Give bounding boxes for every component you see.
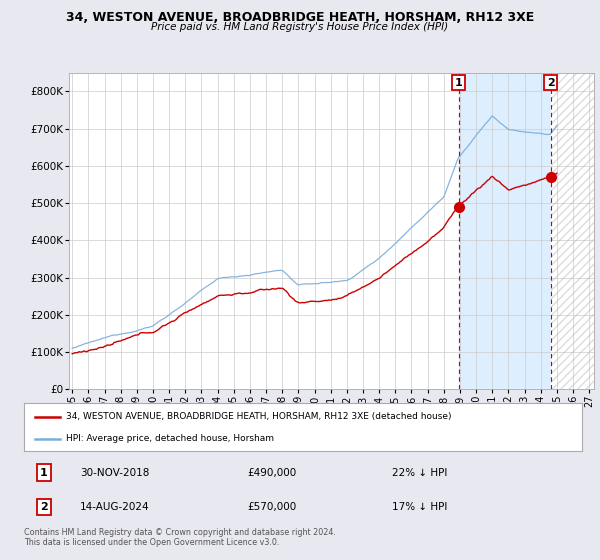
Text: Price paid vs. HM Land Registry's House Price Index (HPI): Price paid vs. HM Land Registry's House … bbox=[151, 22, 449, 32]
Text: 22% ↓ HPI: 22% ↓ HPI bbox=[392, 468, 448, 478]
Text: 14-AUG-2024: 14-AUG-2024 bbox=[80, 502, 149, 512]
Text: 34, WESTON AVENUE, BROADBRIDGE HEATH, HORSHAM, RH12 3XE (detached house): 34, WESTON AVENUE, BROADBRIDGE HEATH, HO… bbox=[66, 412, 451, 421]
Text: £490,000: £490,000 bbox=[247, 468, 296, 478]
Text: 2: 2 bbox=[40, 502, 47, 512]
Text: 34, WESTON AVENUE, BROADBRIDGE HEATH, HORSHAM, RH12 3XE: 34, WESTON AVENUE, BROADBRIDGE HEATH, HO… bbox=[66, 11, 534, 24]
Text: 1: 1 bbox=[40, 468, 47, 478]
Bar bbox=[551, 73, 597, 389]
Text: £570,000: £570,000 bbox=[247, 502, 296, 512]
Text: HPI: Average price, detached house, Horsham: HPI: Average price, detached house, Hors… bbox=[66, 435, 274, 444]
Text: 2: 2 bbox=[547, 77, 554, 87]
Text: 1: 1 bbox=[455, 77, 463, 87]
Text: Contains HM Land Registry data © Crown copyright and database right 2024.
This d: Contains HM Land Registry data © Crown c… bbox=[24, 528, 336, 547]
Bar bbox=[458, 73, 551, 389]
Text: 30-NOV-2018: 30-NOV-2018 bbox=[80, 468, 149, 478]
Bar bbox=[551, 73, 597, 389]
Text: 17% ↓ HPI: 17% ↓ HPI bbox=[392, 502, 448, 512]
